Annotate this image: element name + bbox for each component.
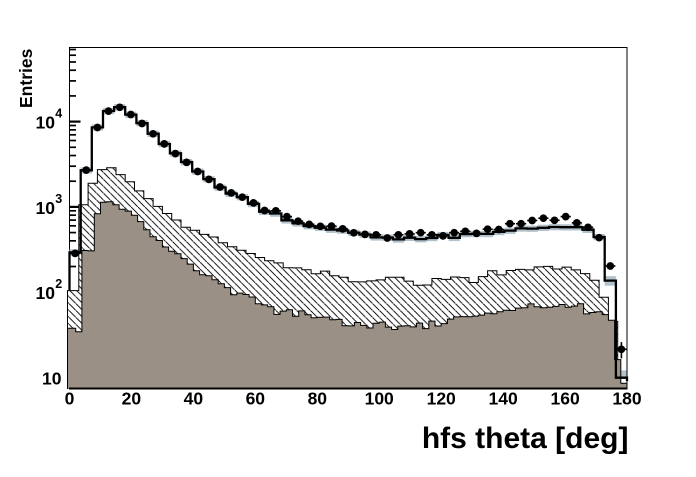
svg-text:10: 10	[36, 113, 56, 133]
svg-text:120: 120	[427, 389, 456, 409]
svg-text:180: 180	[612, 389, 641, 409]
svg-text:4: 4	[55, 107, 62, 121]
svg-text:40: 40	[184, 389, 204, 409]
svg-text:140: 140	[488, 389, 517, 409]
svg-text:60: 60	[246, 389, 266, 409]
svg-text:10: 10	[36, 198, 56, 218]
svg-text:20: 20	[122, 389, 142, 409]
svg-text:10: 10	[42, 369, 62, 389]
svg-text:100: 100	[365, 389, 394, 409]
svg-text:10: 10	[36, 283, 56, 303]
svg-text:0: 0	[65, 389, 75, 409]
svg-text:2: 2	[55, 277, 62, 291]
svg-text:160: 160	[550, 389, 579, 409]
svg-text:Entries: Entries	[16, 48, 36, 108]
svg-text:80: 80	[308, 389, 328, 409]
svg-text:hfs theta [deg]: hfs theta [deg]	[422, 422, 629, 455]
svg-text:3: 3	[55, 192, 62, 206]
